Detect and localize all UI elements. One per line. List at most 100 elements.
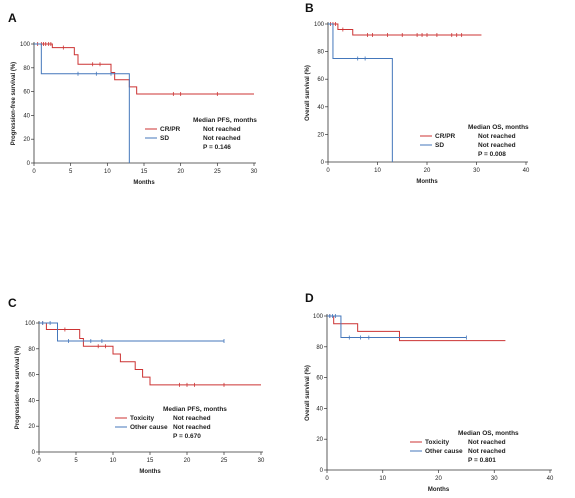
y-tick-label: 80 (28, 347, 35, 353)
x-axis-title: Months (133, 180, 155, 186)
x-tick-label: 10 (379, 476, 386, 482)
legend-series-name: Toxicity (425, 439, 449, 446)
legend-median-value: Not reached (203, 126, 241, 133)
x-tick-label: 40 (547, 476, 554, 482)
legend-title: Median PFS, months (193, 117, 257, 124)
series-other-cause (327, 314, 467, 340)
legend-series-name: CR/PR (160, 126, 181, 133)
y-tick-label: 20 (317, 132, 324, 138)
p-value: P = 0.801 (468, 457, 496, 464)
panel-letter: A (8, 11, 17, 25)
legend-median-value: Not reached (203, 135, 241, 142)
x-tick-label: 20 (424, 168, 431, 174)
legend: Median PFS, months Toxicity Not reached Oth… (115, 406, 227, 440)
y-tick-label: 60 (28, 373, 35, 379)
y-tick-label: 20 (28, 424, 35, 430)
x-tick-label: 5 (74, 458, 78, 464)
panel-letter: C (8, 296, 17, 310)
y-tick-label: 80 (317, 50, 324, 56)
y-tick-label: 40 (316, 406, 323, 412)
x-tick-label: 15 (147, 458, 154, 464)
legend-series-name: SD (435, 142, 444, 149)
y-tick-label: 100 (25, 321, 36, 327)
legend-title: Median OS, months (468, 124, 529, 131)
x-tick-label: 10 (104, 169, 111, 175)
y-tick-label: 0 (27, 161, 31, 167)
survival-curve (34, 43, 130, 163)
y-tick-label: 40 (28, 398, 35, 404)
y-tick-label: 40 (23, 113, 30, 119)
x-axis-title: Months (139, 469, 161, 475)
y-axis-title: Overall survival (%) (305, 365, 311, 421)
legend-series-name: Toxicity (130, 415, 154, 422)
survival-curve (328, 23, 393, 162)
survival-curve (39, 322, 261, 386)
x-tick-label: 0 (325, 476, 329, 482)
survival-curve (39, 322, 224, 342)
legend-median-value: Not reached (468, 448, 506, 455)
panel-letter: B (305, 1, 314, 15)
y-axis-title: Overall survival (%) (305, 65, 311, 121)
legend-series-name: Other cause (130, 424, 168, 431)
y-axis-title: Progression-free survival (%) (15, 346, 21, 429)
x-tick-label: 30 (473, 168, 480, 174)
legend-median-value: Not reached (173, 415, 211, 422)
legend-median-value: Not reached (173, 424, 211, 431)
x-tick-label: 0 (326, 168, 330, 174)
legend-median-value: Not reached (478, 133, 516, 140)
legend-series-name: CR/PR (435, 133, 456, 140)
x-axis-title: Months (416, 179, 438, 185)
p-value: P = 0.670 (173, 433, 201, 440)
legend: Median PFS, months CR/PR Not reached SD Not … (145, 117, 257, 151)
y-tick-label: 100 (20, 42, 31, 48)
x-tick-label: 30 (491, 476, 498, 482)
y-tick-label: 40 (317, 105, 324, 111)
series-cr-pr (34, 42, 254, 96)
y-tick-label: 0 (32, 450, 36, 456)
x-tick-label: 0 (32, 169, 36, 175)
legend-series-name: SD (160, 135, 169, 142)
legend: Median OS, months CR/PR Not reached SD Not r… (420, 124, 529, 158)
x-tick-label: 30 (258, 458, 265, 464)
survival-curve (328, 23, 482, 36)
x-tick-label: 5 (69, 169, 73, 175)
legend-title: Median PFS, months (163, 406, 227, 413)
y-tick-label: 0 (320, 468, 324, 474)
series-other-cause (39, 321, 225, 344)
y-tick-label: 100 (313, 314, 324, 320)
km-panel-a: A 0 20 40 60 80 100 0 5 10 15 20 25 30 Months Progressi… (8, 11, 258, 186)
km-panel-c: C 0 20 40 60 80 100 0 5 10 15 20 25 30 Months Progressi… (8, 296, 265, 475)
y-tick-label: 20 (23, 137, 30, 143)
survival-curve (327, 315, 506, 342)
x-tick-label: 0 (37, 458, 41, 464)
series-sd (34, 43, 130, 163)
y-tick-label: 60 (316, 376, 323, 382)
x-tick-label: 25 (221, 458, 228, 464)
y-tick-label: 20 (316, 437, 323, 443)
x-tick-label: 20 (435, 476, 442, 482)
x-tick-label: 15 (141, 169, 148, 175)
legend: Median OS, months Toxicity Not reached Othe… (410, 430, 519, 464)
series-toxicity (327, 314, 506, 342)
x-tick-label: 10 (374, 168, 381, 174)
y-tick-label: 80 (316, 345, 323, 351)
x-tick-label: 10 (110, 458, 117, 464)
legend-median-value: Not reached (478, 142, 516, 149)
x-tick-label: 25 (214, 169, 221, 175)
x-tick-label: 30 (251, 169, 258, 175)
x-tick-label: 40 (523, 168, 530, 174)
legend-title: Median OS, months (458, 430, 519, 437)
p-value: P = 0.008 (478, 151, 506, 158)
y-tick-label: 80 (23, 66, 30, 72)
y-tick-label: 0 (321, 160, 325, 166)
y-tick-label: 60 (317, 77, 324, 83)
km-panel-d: D 0 20 40 60 80 100 0 10 20 30 40 Months Overall surv… (305, 291, 554, 493)
y-tick-label: 60 (23, 90, 30, 96)
survival-curve (327, 315, 467, 339)
km-panel-b: B 0 20 40 60 80 100 0 10 20 30 40 Months Overall surv… (305, 1, 530, 185)
x-axis-title: Months (428, 487, 450, 493)
legend-median-value: Not reached (468, 439, 506, 446)
legend-series-name: Other cause (425, 448, 463, 455)
series-cr-pr (328, 22, 482, 38)
